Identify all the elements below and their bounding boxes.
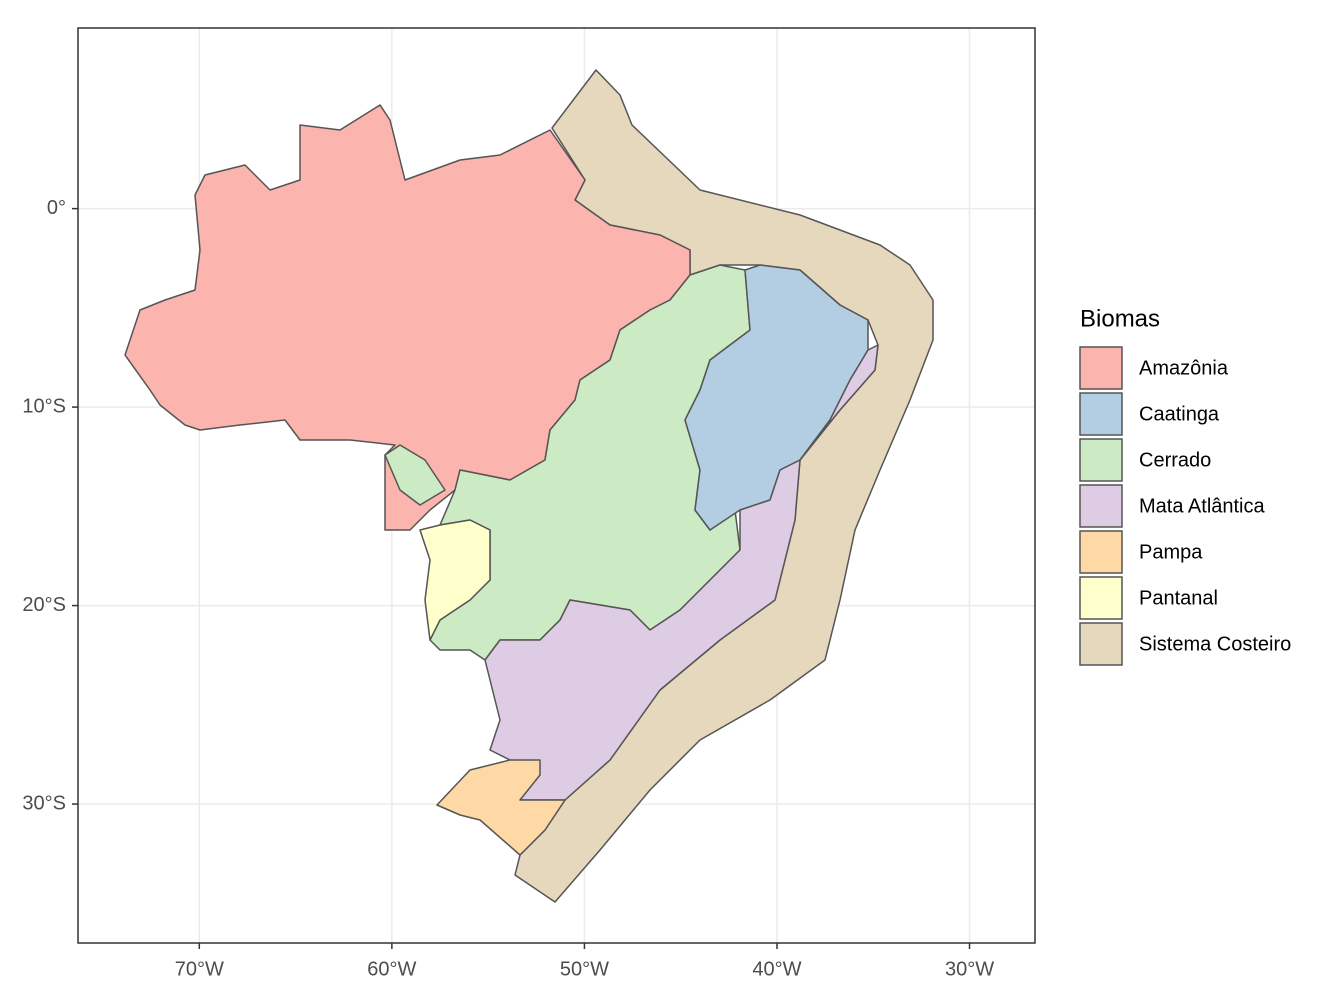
legend-key bbox=[1079, 438, 1123, 482]
legend-key bbox=[1079, 484, 1123, 528]
y-tick-label: 20°S bbox=[22, 594, 66, 616]
biome-pantanal bbox=[419, 519, 491, 641]
biome-pampa bbox=[436, 759, 566, 856]
legend-key bbox=[1079, 576, 1123, 620]
legend-key bbox=[1079, 346, 1123, 390]
legend-label: Cerrado bbox=[1139, 449, 1211, 471]
legend-label: Sistema Costeiro bbox=[1139, 633, 1291, 655]
legend-label: Mata Atlântica bbox=[1139, 495, 1266, 517]
legend-label: Pampa bbox=[1139, 541, 1203, 563]
y-tick-label: 10°S bbox=[22, 395, 66, 417]
legend-key bbox=[1079, 530, 1123, 574]
legend-title: Biomas bbox=[1080, 305, 1160, 332]
y-tick-label: 30°S bbox=[22, 792, 66, 814]
axes: 70°W 60°W 50°W 40°W 30°W 0° 10°S 20°S 30°S bbox=[22, 197, 994, 980]
legend: Biomas Amazônia Caatinga Cerrado Mata Atlân… bbox=[1079, 305, 1291, 666]
x-tick-label: 70°W bbox=[175, 958, 224, 980]
x-tick-label: 30°W bbox=[945, 958, 994, 980]
biomes bbox=[124, 69, 934, 903]
legend-label: Caatinga bbox=[1139, 403, 1220, 425]
panel-border bbox=[77, 27, 1036, 944]
legend-key bbox=[1079, 622, 1123, 666]
x-tick-label: 50°W bbox=[560, 958, 609, 980]
x-tick-label: 40°W bbox=[752, 958, 801, 980]
legend-label: Amazônia bbox=[1139, 357, 1229, 379]
biome-mata-atlantica bbox=[484, 344, 879, 801]
x-tick-label: 60°W bbox=[367, 958, 416, 980]
legend-key bbox=[1079, 392, 1123, 436]
legend-label: Pantanal bbox=[1139, 587, 1218, 609]
y-tick-label: 0° bbox=[47, 197, 66, 219]
